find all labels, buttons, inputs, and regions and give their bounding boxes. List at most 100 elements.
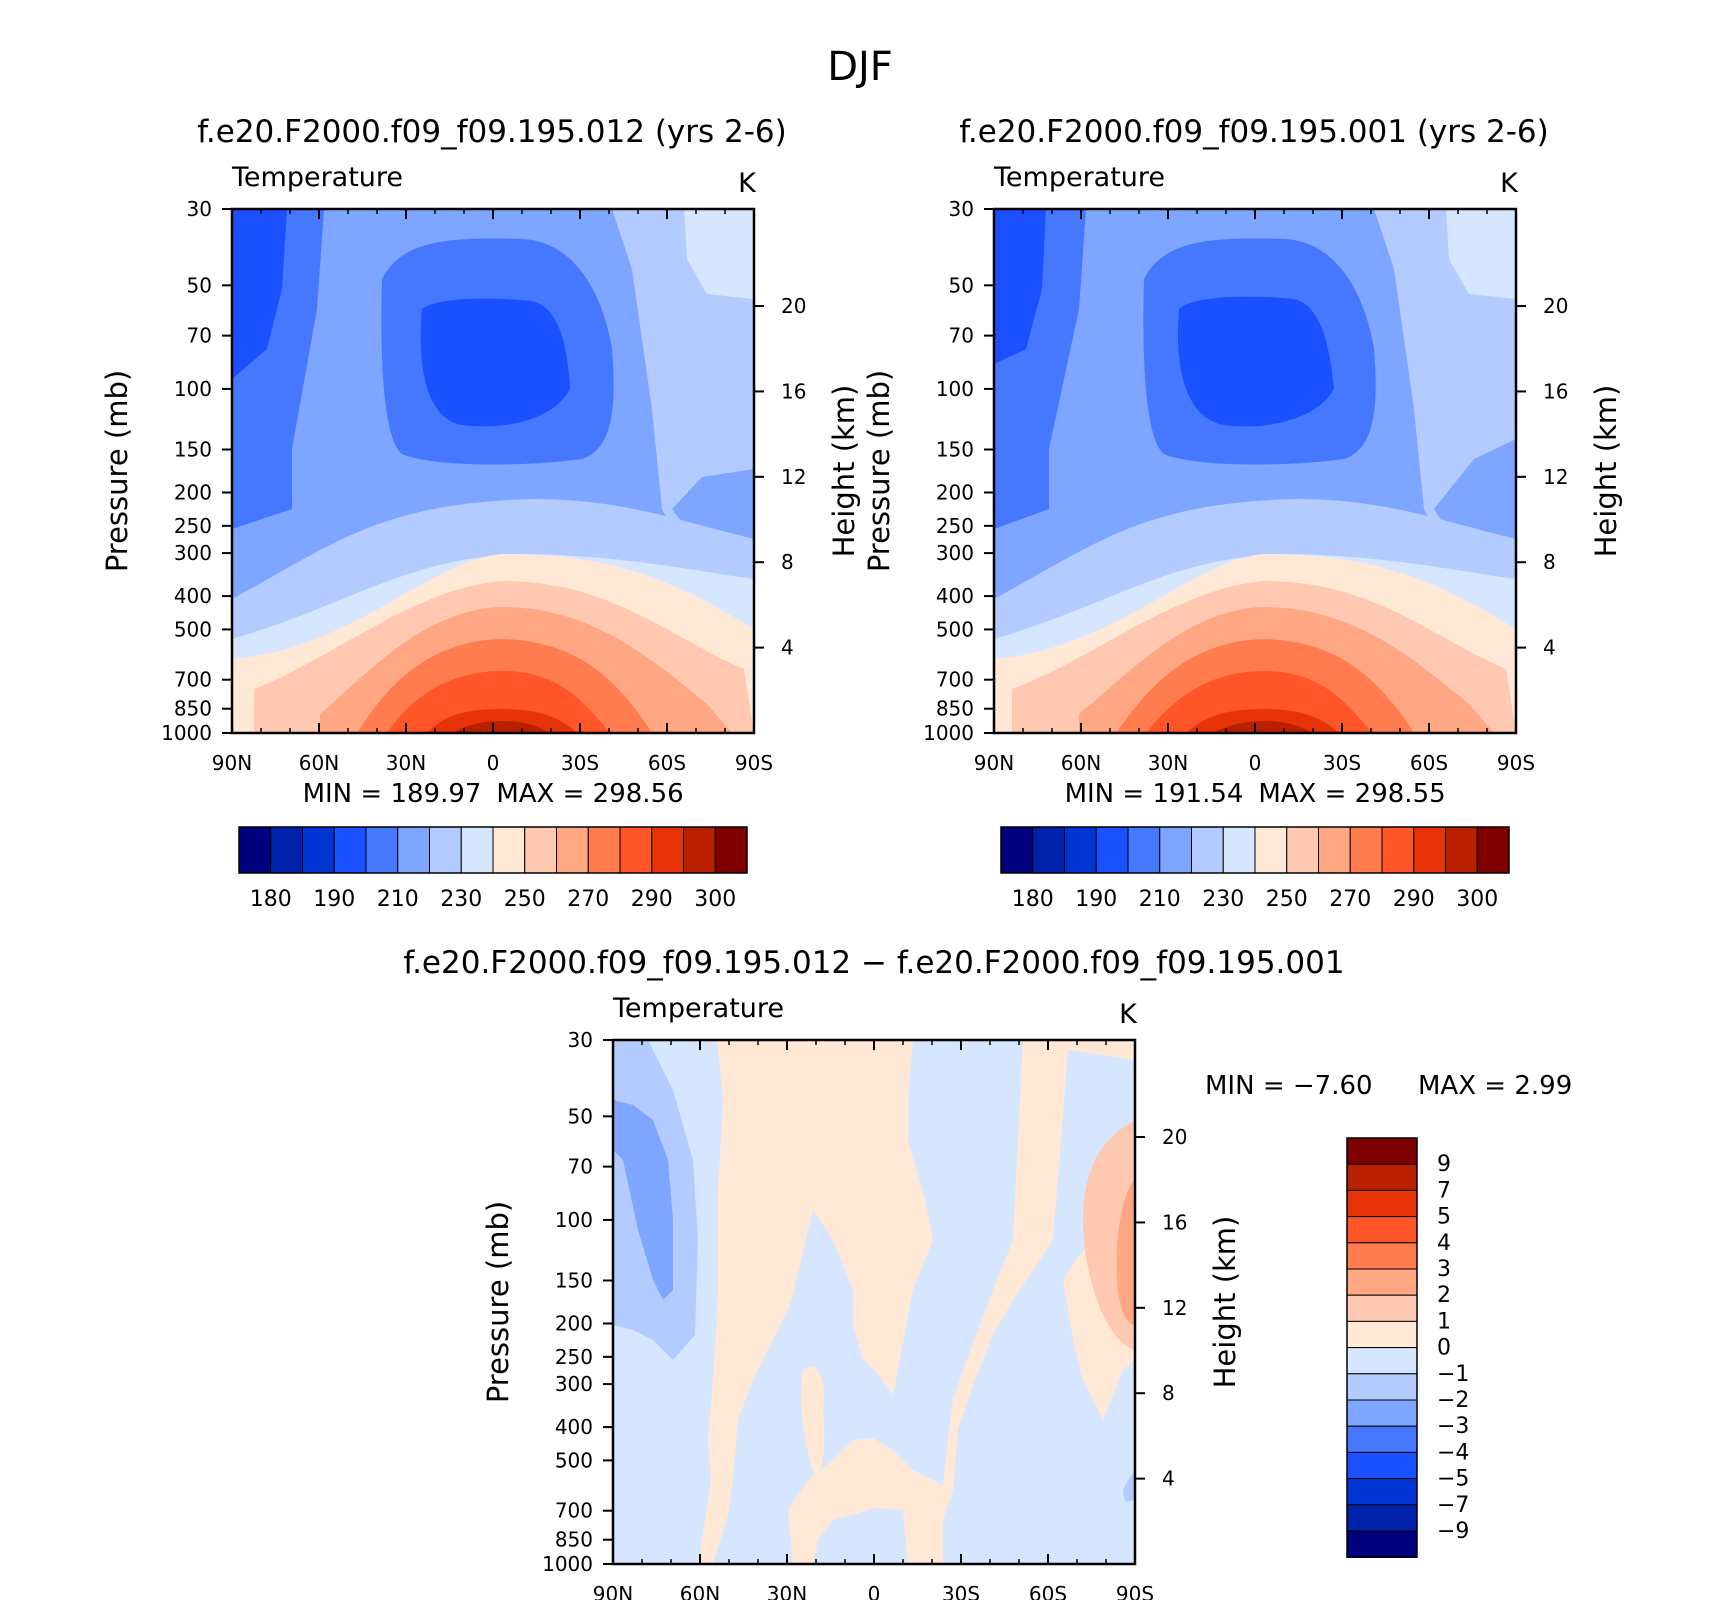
- colorbar-swatch: [1000, 826, 1034, 874]
- y-tick-label: 200: [555, 1311, 593, 1335]
- y-tick-label: 850: [555, 1528, 593, 1552]
- x-tick-label: 90S: [1116, 1582, 1154, 1600]
- y-tick-label: 150: [555, 1269, 593, 1293]
- colorbar-label: 290: [1393, 887, 1435, 912]
- colorbar-swatch: [683, 826, 716, 874]
- y2-tick-label: 20: [1543, 294, 1568, 318]
- colorbar-swatch: [1127, 826, 1161, 874]
- y-tick-label: 50: [949, 273, 974, 297]
- x-tick-label: 60S: [1410, 751, 1448, 775]
- y-tick-label: 500: [936, 617, 974, 641]
- colorbar-label: 180: [250, 887, 292, 912]
- colorbar-swatch: [587, 826, 621, 874]
- contour-band: [788, 1040, 1135, 1564]
- colorbar-swatch: [1346, 1504, 1418, 1532]
- y-tick-label: 250: [555, 1345, 593, 1369]
- colorbar-label: −9: [1437, 1519, 1469, 1544]
- contour-band: [1146, 671, 1372, 733]
- y-tick-label: 100: [555, 1208, 593, 1232]
- colorbar-swatch: [1346, 1451, 1418, 1480]
- colorbar-label: 5: [1437, 1205, 1451, 1230]
- x-tick-label: 60S: [648, 751, 686, 775]
- panel-c-min: MIN = −7.60: [1205, 1071, 1373, 1101]
- colorbar-label: 270: [567, 887, 609, 912]
- y2-tick-label: 16: [1162, 1210, 1187, 1234]
- x-tick-label: 90S: [735, 751, 773, 775]
- contour-band: [420, 298, 570, 427]
- x-tick-label: 30N: [386, 751, 426, 775]
- y-axis-label: Pressure (mb): [100, 370, 134, 572]
- x-tick-label: 0: [868, 1582, 881, 1600]
- panel-a-units: K: [738, 168, 757, 199]
- panel-b-colorbar: 180 190 210 230 250 270 290 300: [1000, 826, 1510, 912]
- y-tick-label: 250: [174, 514, 212, 538]
- y2-axis-label: Height (km): [1208, 1216, 1242, 1389]
- colorbar-swatch: [429, 826, 462, 874]
- colorbar-label: −3: [1437, 1414, 1469, 1439]
- colorbar-swatch: [1346, 1189, 1418, 1218]
- colorbar-label: 7: [1437, 1178, 1451, 1203]
- y-tick-label: 700: [555, 1499, 593, 1523]
- colorbar-swatch: [333, 826, 367, 874]
- colorbar-swatch: [1346, 1425, 1418, 1453]
- y-tick-label: 500: [174, 617, 212, 641]
- y2-tick-label: 4: [1162, 1467, 1175, 1491]
- y2-tick-label: 20: [781, 294, 806, 318]
- colorbar-swatch: [619, 826, 653, 874]
- panel-b-max: MAX = 298.55: [1258, 779, 1445, 809]
- y-tick-label: 100: [936, 377, 974, 401]
- y-tick-label: 30: [568, 1028, 593, 1052]
- panel-c-title: f.e20.F2000.f09_f09.195.012 − f.e20.F200…: [403, 945, 1344, 981]
- colorbar-label: 230: [1202, 887, 1244, 912]
- y2-tick-label: 20: [1162, 1125, 1187, 1149]
- y-tick-label: 400: [555, 1415, 593, 1439]
- y2-tick-label: 8: [1162, 1381, 1175, 1405]
- colorbar-swatch: [1346, 1216, 1418, 1244]
- colorbar-swatch: [524, 826, 557, 874]
- colorbar-label: 290: [631, 887, 673, 912]
- contour-band: [613, 1100, 673, 1300]
- colorbar-label: −1: [1437, 1362, 1469, 1387]
- contour-band: [1116, 1180, 1135, 1325]
- x-tick-label: 0: [487, 751, 500, 775]
- contour-band: [452, 721, 550, 733]
- colorbar-label: −7: [1437, 1493, 1469, 1518]
- y2-tick-label: 16: [781, 379, 806, 403]
- contour-band: [232, 209, 287, 379]
- colorbar-label: 0: [1437, 1336, 1451, 1361]
- colorbar-label: 2: [1437, 1283, 1451, 1308]
- colorbar-swatch: [1346, 1242, 1418, 1270]
- y2-tick-label: 4: [781, 636, 794, 660]
- y-tick-label: 50: [568, 1104, 593, 1128]
- panel-a-min: MIN = 189.97: [303, 779, 482, 809]
- x-tick-label: 0: [1249, 751, 1262, 775]
- colorbar-swatch: [1346, 1399, 1418, 1427]
- panel-b-variable: Temperature: [993, 162, 1165, 193]
- colorbar-label: 180: [1012, 887, 1054, 912]
- colorbar-swatch: [1064, 826, 1097, 874]
- colorbar-swatch: [1346, 1373, 1418, 1401]
- colorbar-swatch: [1346, 1478, 1418, 1506]
- x-tick-label: 60S: [1029, 1582, 1067, 1600]
- main-title: DJF: [827, 44, 893, 90]
- y-tick-label: 700: [936, 668, 974, 692]
- x-tick-label: 30S: [942, 1582, 980, 1600]
- y-tick-label: 200: [936, 480, 974, 504]
- contour-band: [387, 671, 610, 733]
- x-tick-label: 30N: [1148, 751, 1188, 775]
- colorbar-label: 230: [440, 887, 482, 912]
- y2-tick-label: 8: [1543, 550, 1556, 574]
- colorbar-swatch: [1095, 826, 1129, 874]
- colorbar-swatch: [492, 826, 526, 874]
- x-tick-label: 30S: [561, 751, 599, 775]
- y-tick-label: 400: [174, 584, 212, 608]
- colorbar-swatch: [1032, 826, 1065, 874]
- colorbar-swatch: [651, 826, 684, 874]
- y-tick-label: 1000: [923, 721, 974, 745]
- y-tick-label: 70: [949, 324, 974, 348]
- y-tick-label: 50: [187, 273, 212, 297]
- y-axis-label: Pressure (mb): [481, 1201, 515, 1403]
- colorbar-swatch: [1346, 1137, 1418, 1165]
- colorbar-label: 210: [377, 887, 419, 912]
